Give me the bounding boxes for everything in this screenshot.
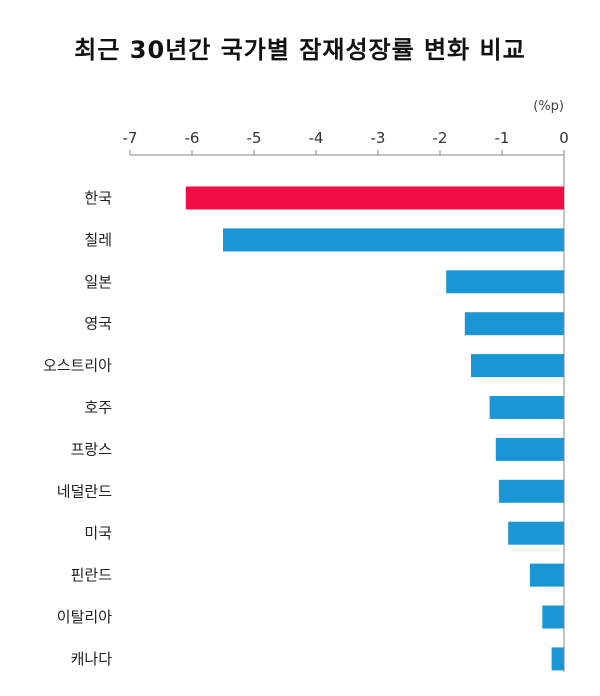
category-label: 칠레 (84, 231, 112, 249)
bar (551, 647, 564, 671)
x-tick-label: -3 (371, 129, 386, 147)
unit-label: (%p) (533, 99, 564, 114)
chart-title: 최근 30년간 국가별 잠재성장률 변화 비교 (74, 36, 526, 64)
bar (464, 312, 564, 336)
x-tick-label: 0 (559, 129, 569, 147)
category-label: 일본 (84, 273, 112, 291)
x-tick-label: -2 (433, 129, 448, 147)
x-tick-label: -5 (247, 129, 262, 147)
x-tick-label: -4 (309, 129, 324, 147)
x-tick-label: -6 (185, 129, 200, 147)
category-label: 핀란드 (71, 566, 113, 584)
x-tick-label: -1 (495, 129, 510, 147)
category-label: 네덜란드 (57, 482, 112, 500)
bar (498, 479, 564, 503)
bar (471, 354, 564, 378)
bar (529, 563, 564, 587)
bar (185, 186, 565, 210)
bar (489, 396, 564, 419)
bar (446, 270, 564, 294)
bar (223, 228, 564, 252)
category-label: 캐나다 (71, 650, 113, 668)
category-label: 프랑스 (71, 440, 113, 458)
bar (508, 521, 564, 545)
x-tick-label: -7 (123, 129, 138, 147)
category-label: 한국 (84, 189, 112, 207)
category-label: 오스트리아 (43, 357, 112, 375)
category-label: 호주 (84, 399, 112, 417)
bar (495, 437, 564, 461)
bar (542, 605, 564, 629)
category-label: 미국 (84, 524, 112, 542)
category-label: 영국 (84, 315, 112, 333)
category-label: 이탈리아 (57, 608, 112, 626)
